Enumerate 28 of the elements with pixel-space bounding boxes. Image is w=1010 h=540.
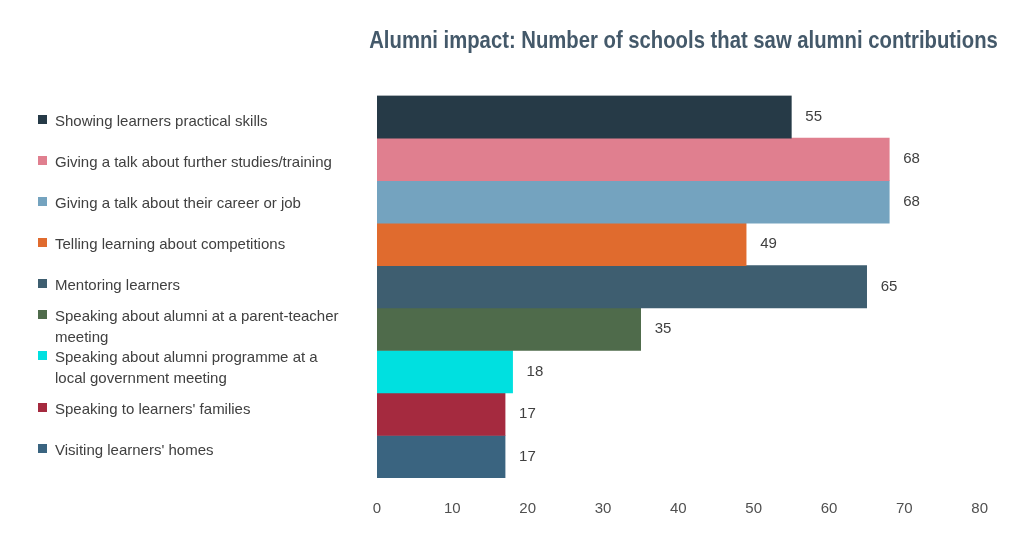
x-tick-label: 40 (669, 499, 687, 517)
legend-label: Speaking to learners' families (55, 398, 251, 419)
data-label: 49 (760, 234, 777, 252)
legend-label: Telling learning about competitions (55, 234, 286, 255)
data-label: 65 (880, 276, 898, 294)
x-tick-label: 50 (745, 499, 762, 517)
legend-label: Mentoring learners (55, 275, 181, 296)
data-label: 35 (654, 319, 672, 337)
data-label: 17 (519, 404, 536, 422)
x-tick-label: 30 (594, 499, 612, 517)
chart-title: Alumni impact: Number of schools that saw alumni contributions (369, 26, 998, 54)
x-tick-label: 70 (895, 499, 913, 517)
data-label: 18 (526, 361, 544, 379)
data-label: 17 (519, 446, 536, 464)
data-label: 68 (903, 191, 920, 209)
x-tick-label: 20 (519, 499, 537, 517)
data-label: 55 (805, 106, 823, 124)
legend-label: Giving a talk about their career or job (55, 193, 301, 214)
legend-label: Speaking about alumni at a parent-teacher meeting (55, 306, 340, 348)
legend-label: Speaking about alumni programme at a local government meeting (55, 347, 319, 389)
x-tick-label: 10 (443, 499, 461, 517)
x-tick-label: 0 (372, 499, 382, 517)
x-tick-label: 80 (971, 499, 988, 517)
legend-label: Visiting learners' homes (55, 439, 214, 460)
data-label: 68 (903, 149, 920, 167)
legend-label: Giving a talk about further studies/training (55, 152, 332, 173)
legend-label: Showing learners practical skills (55, 111, 268, 132)
x-tick-label: 60 (820, 499, 838, 517)
